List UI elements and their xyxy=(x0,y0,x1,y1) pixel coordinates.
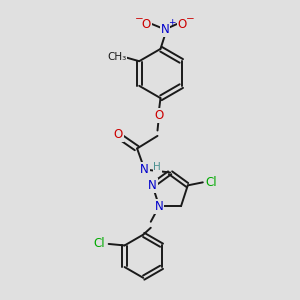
Text: O: O xyxy=(142,17,151,31)
Text: +: + xyxy=(168,18,176,27)
Text: O: O xyxy=(178,17,187,31)
Text: N: N xyxy=(140,163,149,176)
Text: Cl: Cl xyxy=(205,176,217,189)
Text: N: N xyxy=(155,200,164,213)
Text: −: − xyxy=(134,14,143,24)
Text: O: O xyxy=(114,128,123,141)
Text: N: N xyxy=(148,179,157,192)
Text: N: N xyxy=(160,23,169,36)
Text: H: H xyxy=(153,162,161,172)
Text: CH₃: CH₃ xyxy=(107,52,126,62)
Text: Cl: Cl xyxy=(94,237,106,250)
Text: O: O xyxy=(154,109,164,122)
Text: −: − xyxy=(185,14,194,24)
